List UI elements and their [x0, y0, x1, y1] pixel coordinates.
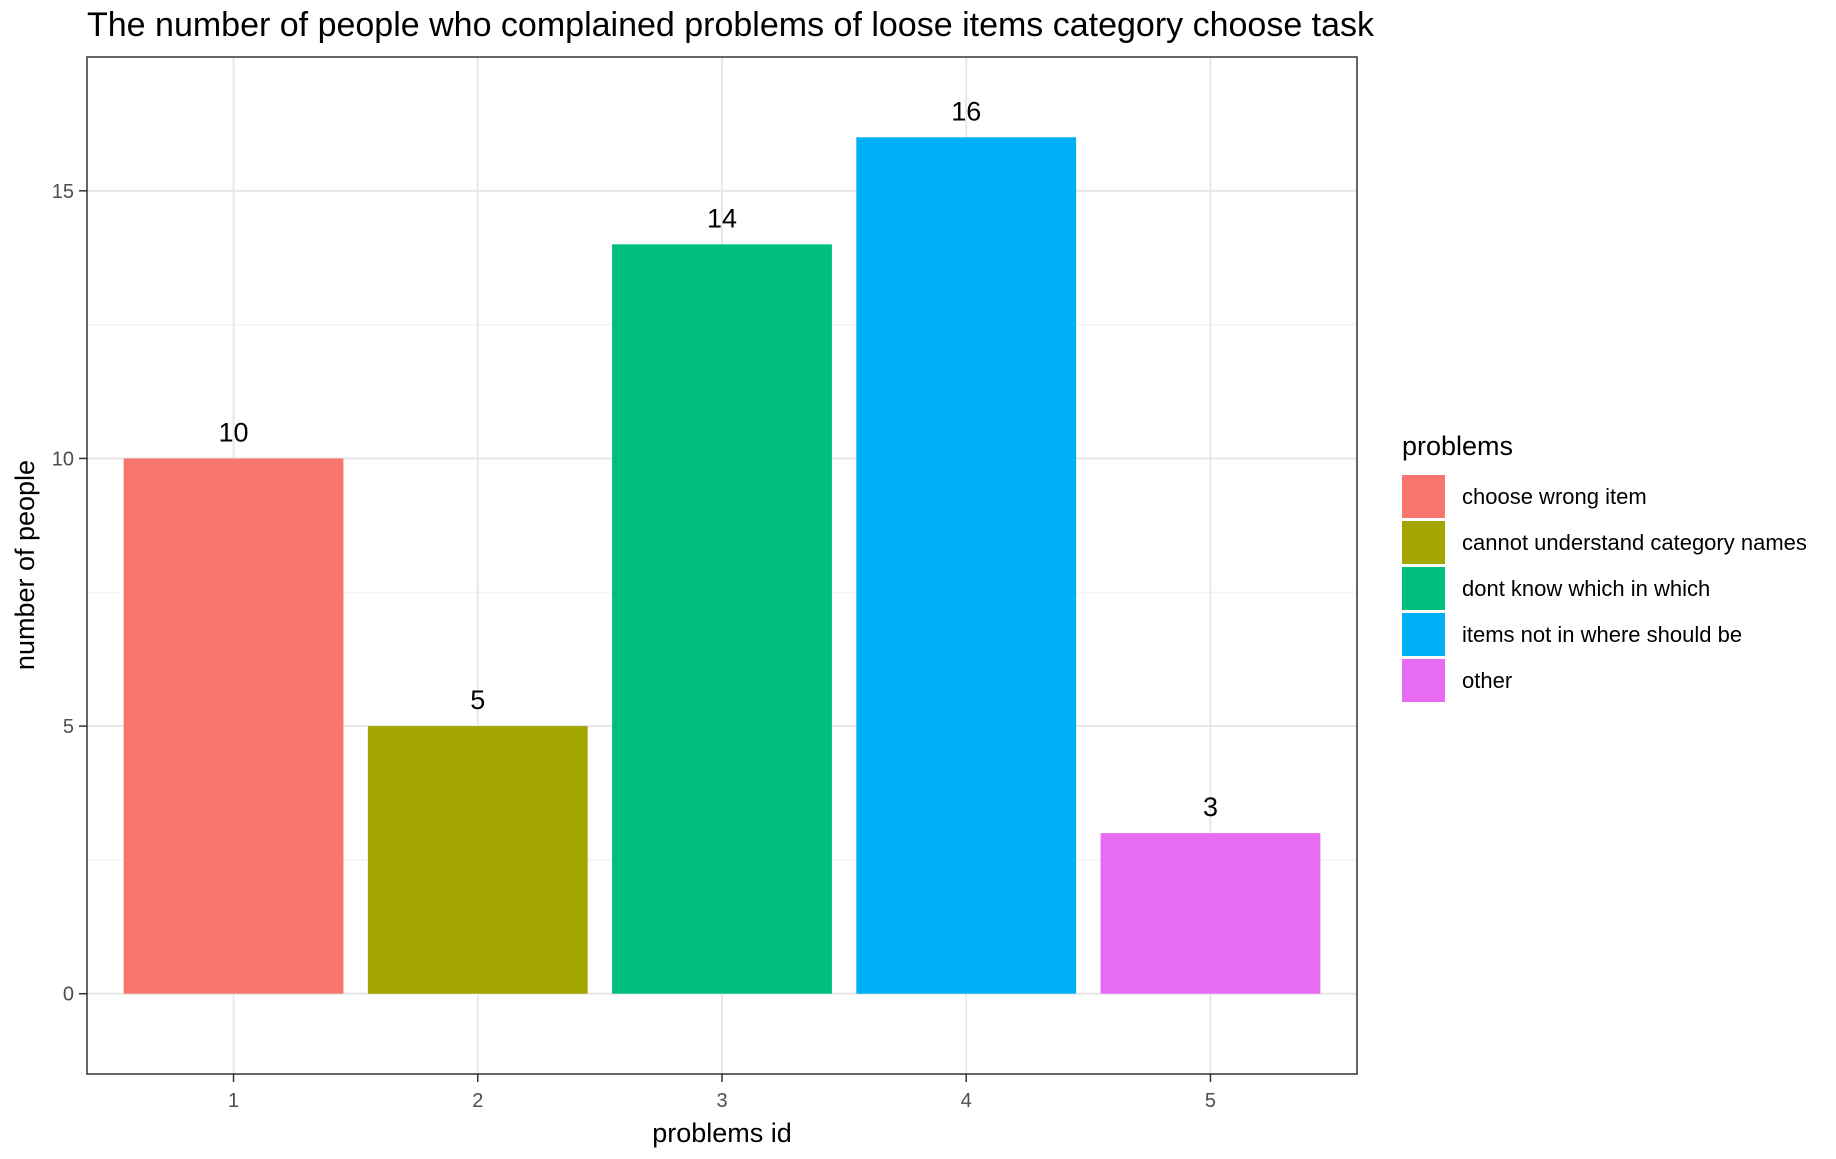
x-tick-label: 3	[716, 1090, 727, 1112]
legend-label-2: cannot understand category names	[1462, 530, 1807, 555]
y-tick-label: 15	[52, 181, 74, 203]
x-tick-label: 4	[961, 1090, 972, 1112]
y-tick-label: 10	[52, 448, 74, 470]
y-tick-label: 5	[63, 716, 74, 738]
legend-key-3	[1402, 567, 1445, 610]
data-label-3: 14	[707, 203, 737, 233]
data-labels: 10 5 14 16 3	[219, 96, 1218, 822]
legend-title: problems	[1402, 431, 1513, 461]
data-label-2: 5	[470, 685, 485, 715]
legend-label-3: dont know which in which	[1462, 576, 1710, 601]
legend-key-2	[1402, 521, 1445, 564]
bar-3	[612, 244, 832, 994]
legend: problems choose wrong item cannot underst…	[1402, 431, 1807, 702]
bar-5	[1100, 833, 1321, 994]
y-axis-title: number of people	[10, 460, 40, 670]
y-tick-label: 0	[63, 984, 74, 1006]
x-axis-title: problems id	[652, 1118, 792, 1148]
x-axis: 1 2 3 4 5	[228, 1074, 1216, 1112]
bar-1	[123, 458, 344, 994]
x-tick-label: 5	[1205, 1090, 1216, 1112]
data-label-5: 3	[1203, 792, 1218, 822]
legend-key-4	[1402, 613, 1445, 656]
plot-area: 10 5 14 16 3	[86, 56, 1358, 1075]
data-label-4: 16	[951, 96, 981, 126]
legend-entries: choose wrong item cannot understand categ…	[1402, 475, 1807, 702]
legend-label-1: choose wrong item	[1462, 484, 1647, 509]
legend-key-5	[1402, 659, 1445, 702]
x-tick-label: 2	[472, 1090, 483, 1112]
legend-key-1	[1402, 475, 1445, 518]
bar-4	[856, 137, 1077, 994]
chart-title: The number of people who complained prob…	[87, 6, 1375, 44]
bar-series	[123, 137, 1321, 994]
legend-label-4: items not in where should be	[1462, 622, 1742, 647]
x-tick-label: 1	[228, 1090, 239, 1112]
y-axis: 0 5 10 15	[52, 181, 87, 1006]
legend-label-5: other	[1462, 668, 1512, 693]
bar-2	[367, 726, 588, 994]
data-label-1: 10	[219, 417, 249, 447]
